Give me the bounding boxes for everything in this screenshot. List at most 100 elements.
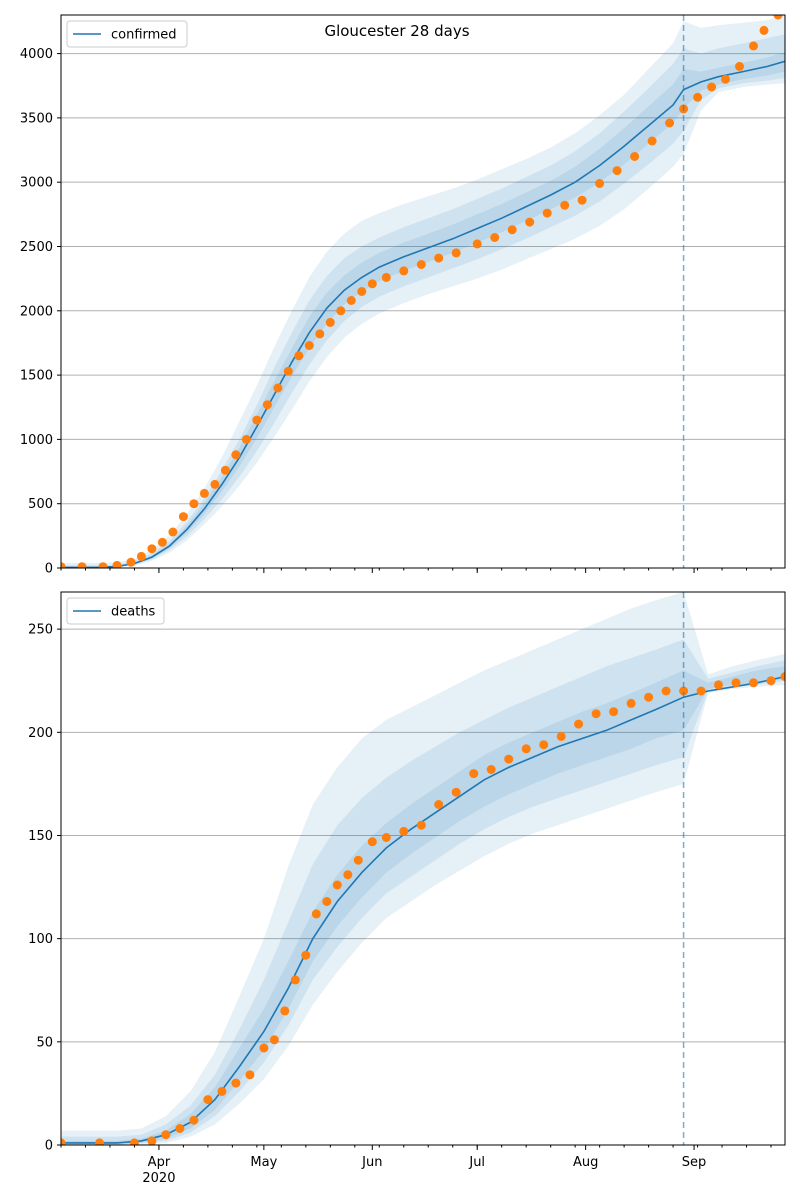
- observed-point: [521, 744, 531, 754]
- observed-point: [283, 366, 293, 376]
- observed-point: [735, 61, 744, 71]
- chart-title: Gloucester 28 days: [324, 22, 469, 40]
- plot-area: [61, 15, 785, 568]
- observed-point: [749, 678, 758, 688]
- observed-point: [731, 678, 741, 688]
- confidence-band-outer: [61, 592, 785, 1145]
- observed-point: [665, 118, 675, 128]
- observed-point: [434, 800, 444, 809]
- observed-point: [591, 709, 601, 719]
- observed-point: [157, 537, 167, 547]
- observed-point: [259, 1043, 269, 1053]
- x-tick-label: Sep: [682, 1155, 707, 1170]
- observed-point: [434, 253, 444, 263]
- confidence-band-middle: [61, 34, 785, 568]
- observed-point: [95, 1138, 104, 1145]
- observed-point: [696, 686, 706, 696]
- observed-point: [217, 1086, 227, 1096]
- observed-point: [504, 754, 514, 764]
- y-tick-label: 2500: [20, 240, 53, 255]
- observed-point: [77, 562, 87, 568]
- observed-point: [61, 1138, 66, 1145]
- observed-point: [539, 740, 549, 750]
- y-tick-label: 200: [28, 726, 53, 741]
- observed-point: [399, 826, 409, 836]
- observed-point: [560, 200, 570, 210]
- observed-point: [126, 557, 136, 567]
- observed-point: [325, 317, 335, 327]
- observed-point: [168, 527, 178, 537]
- observed-point: [210, 479, 220, 489]
- observed-point: [626, 698, 636, 708]
- observed-point: [357, 287, 367, 296]
- observed-point: [451, 787, 461, 797]
- observed-point: [241, 434, 251, 444]
- observed-point: [661, 686, 671, 696]
- legend-box: [66, 597, 165, 625]
- observed-point: [486, 765, 496, 774]
- observed-point: [147, 544, 157, 554]
- observed-point: [189, 499, 199, 509]
- x-tick-label: Apr: [148, 1155, 171, 1170]
- legend-box: [66, 20, 188, 48]
- observed-point: [245, 1070, 255, 1080]
- y-tick-label: 4000: [20, 47, 53, 62]
- observed-point: [161, 1130, 171, 1140]
- observed-point: [542, 208, 552, 218]
- observed-point: [759, 25, 769, 35]
- y-tick-label: 50: [36, 1035, 53, 1050]
- observed-point: [273, 383, 283, 393]
- observed-point: [612, 166, 622, 176]
- observed-point: [693, 92, 703, 102]
- observed-point: [367, 279, 377, 289]
- observed-point: [595, 179, 605, 188]
- observed-point: [112, 560, 122, 568]
- observed-point: [269, 1035, 279, 1045]
- x-tick-label: Aug: [573, 1155, 598, 1170]
- observed-point: [577, 195, 587, 205]
- legend: confirmed: [66, 20, 188, 48]
- observed-point: [780, 672, 785, 682]
- observed-point: [136, 551, 146, 561]
- observed-point: [147, 1136, 157, 1145]
- legend-label: deaths: [111, 605, 156, 620]
- observed-point: [574, 719, 584, 729]
- observed-point: [129, 1138, 139, 1145]
- observed-point: [416, 260, 426, 269]
- observed-point: [280, 1006, 290, 1016]
- observed-point: [231, 450, 241, 460]
- confirmed-panel: 0 500 1000 1500 2000 2500 3000 3500 4000 confirme…: [20, 14, 786, 577]
- y-tick-label: 2000: [20, 304, 53, 319]
- x-tick-label: Jun: [361, 1155, 382, 1170]
- observed-point: [609, 707, 619, 717]
- y-tick-label: 1000: [20, 433, 53, 448]
- x-tick-label: May: [250, 1155, 277, 1170]
- observed-point: [343, 870, 353, 880]
- y-tick-label: 1500: [20, 369, 53, 384]
- observed-point: [61, 562, 66, 568]
- model-line: [61, 60, 785, 568]
- observed-point: [336, 306, 346, 316]
- observed-point: [469, 769, 479, 779]
- confidence-band-outer: [61, 15, 785, 568]
- observed-point: [721, 74, 730, 84]
- y-tick-label: 3000: [20, 176, 53, 191]
- observed-point: [353, 855, 363, 865]
- observed-point: [367, 837, 377, 847]
- y-tick-label: 3500: [20, 111, 53, 126]
- observed-point: [346, 296, 356, 305]
- y-tick-label: 100: [28, 932, 53, 947]
- y-tick-label: 0: [45, 1139, 53, 1154]
- confidence-band-middle: [61, 639, 785, 1145]
- observed-point: [490, 233, 500, 242]
- legend-label: confirmed: [111, 28, 177, 43]
- axes-frame: [60, 591, 786, 1146]
- observed-point: [304, 341, 314, 350]
- model-line: [61, 675, 785, 1144]
- observed-point: [399, 266, 409, 276]
- observed-point: [679, 686, 689, 696]
- observed-point: [252, 415, 262, 425]
